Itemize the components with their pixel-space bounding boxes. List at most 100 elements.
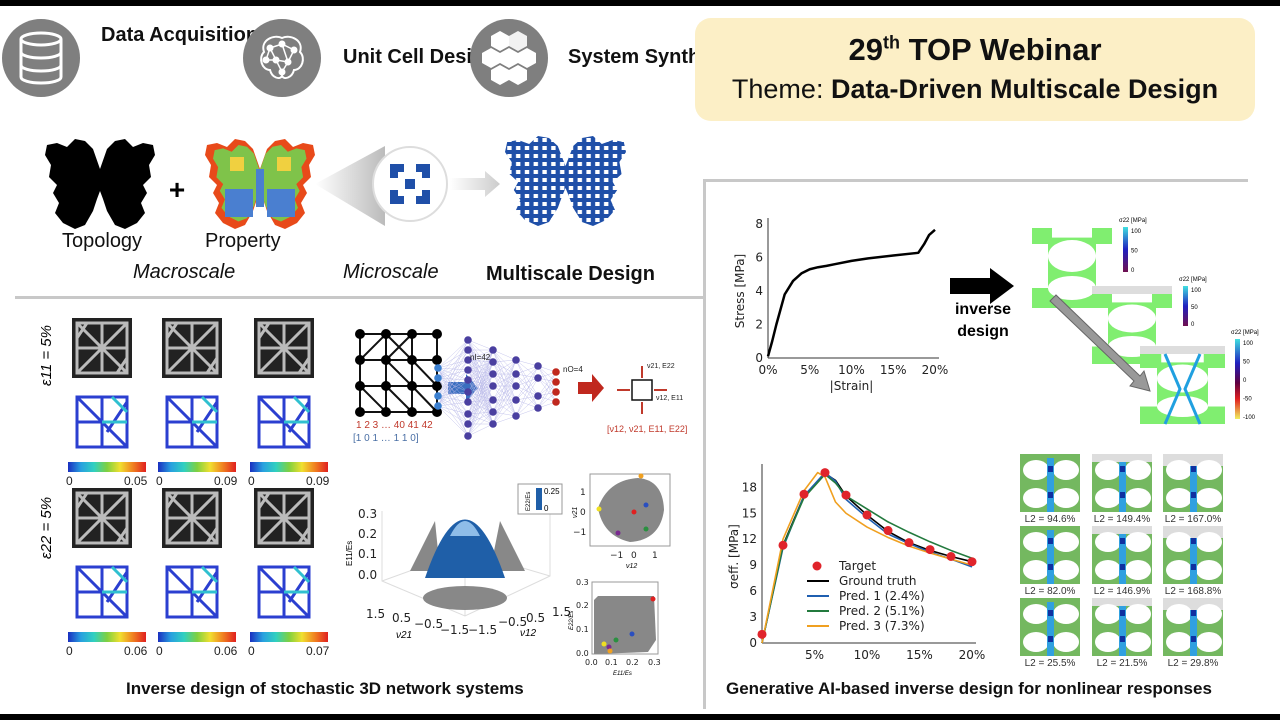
nn-neuron: [464, 366, 472, 374]
nn-neuron: [464, 336, 472, 344]
inverse-arrow-icon: [950, 268, 1014, 304]
stress-field: [1092, 286, 1172, 364]
l2-design-tile: [1092, 526, 1152, 584]
field-colorbar-label: σ22 [MPa]: [1119, 218, 1147, 224]
nn-neuron: [464, 388, 472, 396]
target-point: [862, 510, 872, 520]
xlabel: ν12: [626, 563, 637, 570]
y-tick-label: 3: [749, 610, 757, 624]
xtick-left: 0.5: [392, 611, 411, 625]
nn-neuron: [512, 412, 520, 420]
l2-design-tile: [1020, 454, 1080, 512]
xlabel-right: ν12: [520, 628, 537, 639]
nn-neuron: [489, 346, 497, 354]
field-colorbar-tick: 100: [1131, 229, 1142, 235]
l2-label: L2 = 94.6%: [1024, 514, 1076, 525]
nn-neuron: [489, 396, 497, 404]
target-point: [841, 490, 851, 500]
xtick-right: −1.5: [468, 623, 497, 637]
truss-node: [381, 355, 391, 365]
strain-colorbar: [68, 462, 146, 472]
scatter-3d-cloud: [425, 519, 505, 578]
multiscale-butterfly: [505, 136, 626, 226]
y-tick-label: 18: [742, 480, 757, 494]
field-colorbar-tick: -100: [1243, 415, 1256, 421]
x-tick-label: 20%: [922, 363, 949, 377]
x-tick-label: 5%: [805, 648, 824, 662]
nn-neuron: [489, 370, 497, 378]
ztick: 0.3: [358, 507, 377, 521]
field-colorbar-tick: 100: [1243, 341, 1254, 347]
stress-field-images: σ22 [MPa] 100 50 0 σ22 [MPa] 100 50 0 σ22 [MPa] 1…: [1032, 218, 1259, 425]
row2-strain-label: ε22 = 5%: [38, 496, 55, 559]
colorbar-max-label: 0.05: [124, 474, 148, 488]
scatter-b-cloud: [594, 596, 656, 654]
target-point: [757, 629, 767, 639]
l2-design-tile: [1092, 454, 1152, 512]
nn-neuron: [534, 404, 542, 412]
field-colorbar: σ22 [MPa] 100 50 0 -50 -100: [1231, 330, 1259, 421]
y-tick-label: 2: [755, 318, 763, 332]
nn-neuron: [489, 408, 497, 416]
output-vector: [ν12, ν21, E11, E22]: [607, 424, 687, 434]
l2-label: L2 = 167.0%: [1164, 514, 1222, 525]
title-suffix: th: [882, 32, 900, 53]
colorbar: [536, 488, 542, 510]
nn-neuron: [512, 356, 520, 364]
nn-neuron: [434, 364, 442, 372]
nn-neuron: [552, 378, 560, 386]
target-point: [778, 540, 788, 550]
strain-colorbar: [158, 462, 236, 472]
ytick: 0.2: [576, 601, 589, 610]
xtick-left: −1.5: [440, 623, 469, 637]
l2-label: L2 = 82.0%: [1024, 586, 1076, 597]
y-tick-label: 6: [755, 251, 763, 265]
lattice-photo: [254, 488, 314, 548]
x-tick-label: 15%: [880, 363, 907, 377]
nn-neuron: [464, 376, 472, 384]
title-rest: TOP Webinar: [899, 32, 1102, 67]
field-colorbar-tick: 0: [1131, 268, 1135, 274]
colorbar-max: 0.25: [544, 487, 560, 496]
lattice-photo: [72, 318, 132, 378]
colorbar-max-label: 0.06: [214, 644, 238, 658]
target-point: [820, 468, 830, 478]
network-brain-icon: [243, 19, 321, 97]
unit-cell-icon: [390, 164, 430, 204]
y-tick-label: 0: [755, 351, 763, 365]
truss-node: [407, 355, 417, 365]
legend-label: Pred. 3 (7.3%): [839, 619, 925, 633]
x-axis-label: |Strain|: [830, 379, 874, 393]
xtick-right: 1.5: [552, 605, 571, 619]
xtick: 0.1: [605, 658, 618, 667]
output-right: ν12, E11: [656, 395, 683, 402]
scatter-a-cloud: [598, 478, 664, 542]
microscale-label: Microscale: [343, 261, 439, 283]
divider-right-horizontal: [703, 179, 1248, 182]
unit-cell-loading-icon: [617, 366, 667, 414]
truss-node: [381, 381, 391, 391]
y-tick-label: 15: [742, 506, 757, 520]
colorbar-max-label: 0.07: [306, 644, 330, 658]
legend-marker: [812, 561, 822, 571]
xlabel: E11/Es: [613, 671, 632, 677]
right-caption: Generative AI-based inverse design for n…: [726, 679, 1212, 698]
xlabel-left: ν21: [396, 630, 412, 641]
strain-colorbar: [68, 632, 146, 642]
lattice-strain-map: [165, 395, 219, 449]
scatter-2d-plots: −1 0 1 1 0 −1 ν12 ν21 0.0 0.1 0.2 0.3 0.3 0.2 0.1…: [569, 473, 671, 677]
nn-neuron: [489, 358, 497, 366]
lattice-photo: [162, 488, 222, 548]
webinar-theme: Theme: Data-Driven Multiscale Design: [695, 74, 1255, 105]
x-tick-label: 15%: [906, 648, 933, 662]
nn-neuron: [552, 398, 560, 406]
zoom-cone: [315, 146, 385, 226]
l2-design-tile: [1020, 598, 1080, 656]
colorbar-min-label: 0: [66, 644, 73, 658]
l2-design-tile: [1092, 598, 1152, 656]
nn-neuron: [464, 346, 472, 354]
target-point: [967, 557, 977, 567]
l2-label: L2 = 21.5%: [1096, 658, 1148, 669]
nn-neuron: [434, 392, 442, 400]
truss-node: [355, 329, 365, 339]
